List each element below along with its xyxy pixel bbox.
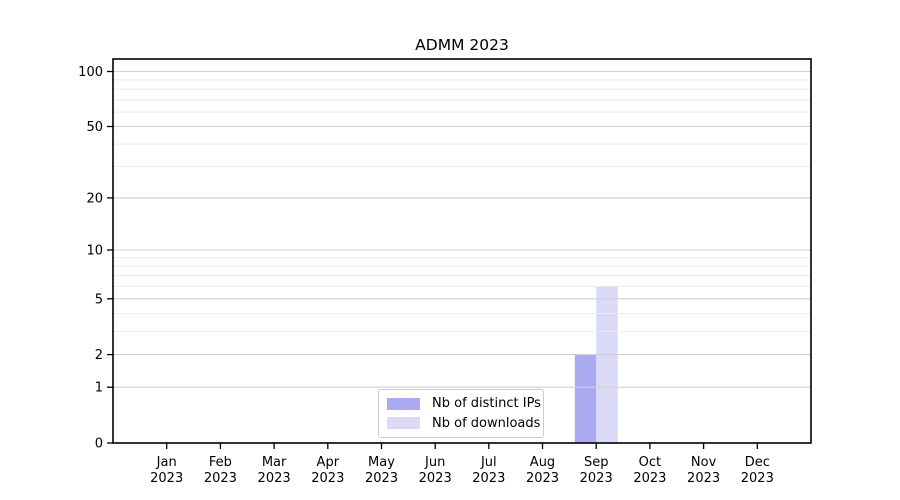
legend-swatch-downloads bbox=[387, 417, 420, 430]
bar-nb-of-downloads-sep-2023 bbox=[596, 286, 618, 443]
x-tick-label-month: Jul bbox=[480, 455, 497, 470]
x-tick-label-year: 2023 bbox=[526, 471, 559, 486]
legend-label-distinct-ips: Nb of distinct IPs bbox=[432, 396, 541, 412]
x-tick-label-month: Apr bbox=[317, 455, 340, 470]
x-tick-label-year: 2023 bbox=[741, 471, 774, 486]
x-tick-label-month: May bbox=[368, 455, 395, 470]
x-tick-label-month: Oct bbox=[639, 455, 661, 470]
x-tick-label-month: Feb bbox=[209, 455, 232, 470]
grid-layer bbox=[113, 70, 811, 388]
x-tick-label-year: 2023 bbox=[258, 471, 291, 486]
legend-swatch-distinct-ips bbox=[387, 397, 420, 410]
x-tick-label-year: 2023 bbox=[633, 471, 666, 486]
x-tick-label-month: Dec bbox=[745, 455, 770, 470]
legend: Nb of distinct IPs Nb of downloads bbox=[378, 389, 544, 438]
x-tick-label-year: 2023 bbox=[311, 471, 344, 486]
axis-layer: 0125102050100Jan2023Feb2023Mar2023Apr202… bbox=[78, 65, 774, 486]
y-tick-label: 50 bbox=[86, 120, 103, 135]
y-tick-label: 100 bbox=[78, 65, 103, 80]
legend-item-downloads: Nb of downloads bbox=[379, 416, 543, 431]
y-tick-label: 5 bbox=[95, 292, 103, 307]
y-tick-label: 10 bbox=[86, 244, 103, 259]
x-tick-label-year: 2023 bbox=[472, 471, 505, 486]
x-tick-label-year: 2023 bbox=[580, 471, 613, 486]
y-tick-label: 2 bbox=[95, 348, 103, 363]
x-tick-label-year: 2023 bbox=[687, 471, 720, 486]
bar-nb-of-distinct-ips-sep-2023 bbox=[574, 354, 597, 443]
x-tick-label-month: Aug bbox=[530, 455, 555, 470]
x-tick-label-year: 2023 bbox=[204, 471, 237, 486]
x-tick-label-year: 2023 bbox=[419, 471, 452, 486]
x-tick-label-year: 2023 bbox=[365, 471, 398, 486]
x-tick-label-month: Sep bbox=[584, 455, 609, 470]
x-tick-label-year: 2023 bbox=[150, 471, 183, 486]
y-tick-label: 1 bbox=[95, 381, 103, 396]
legend-label-downloads: Nb of downloads bbox=[432, 415, 541, 431]
y-tick-label: 20 bbox=[86, 191, 103, 206]
plot-border bbox=[112, 58, 812, 444]
x-tick-label-month: Jan bbox=[156, 455, 177, 470]
x-tick-label-month: Nov bbox=[691, 455, 717, 470]
bars-layer bbox=[574, 286, 618, 443]
legend-item-distinct-ips: Nb of distinct IPs bbox=[379, 396, 543, 411]
x-tick-label-month: Mar bbox=[262, 455, 287, 470]
x-tick-label-month: Jun bbox=[424, 455, 445, 470]
chart-title: ADMM 2023 bbox=[415, 36, 509, 54]
y-tick-label: 0 bbox=[95, 437, 103, 452]
